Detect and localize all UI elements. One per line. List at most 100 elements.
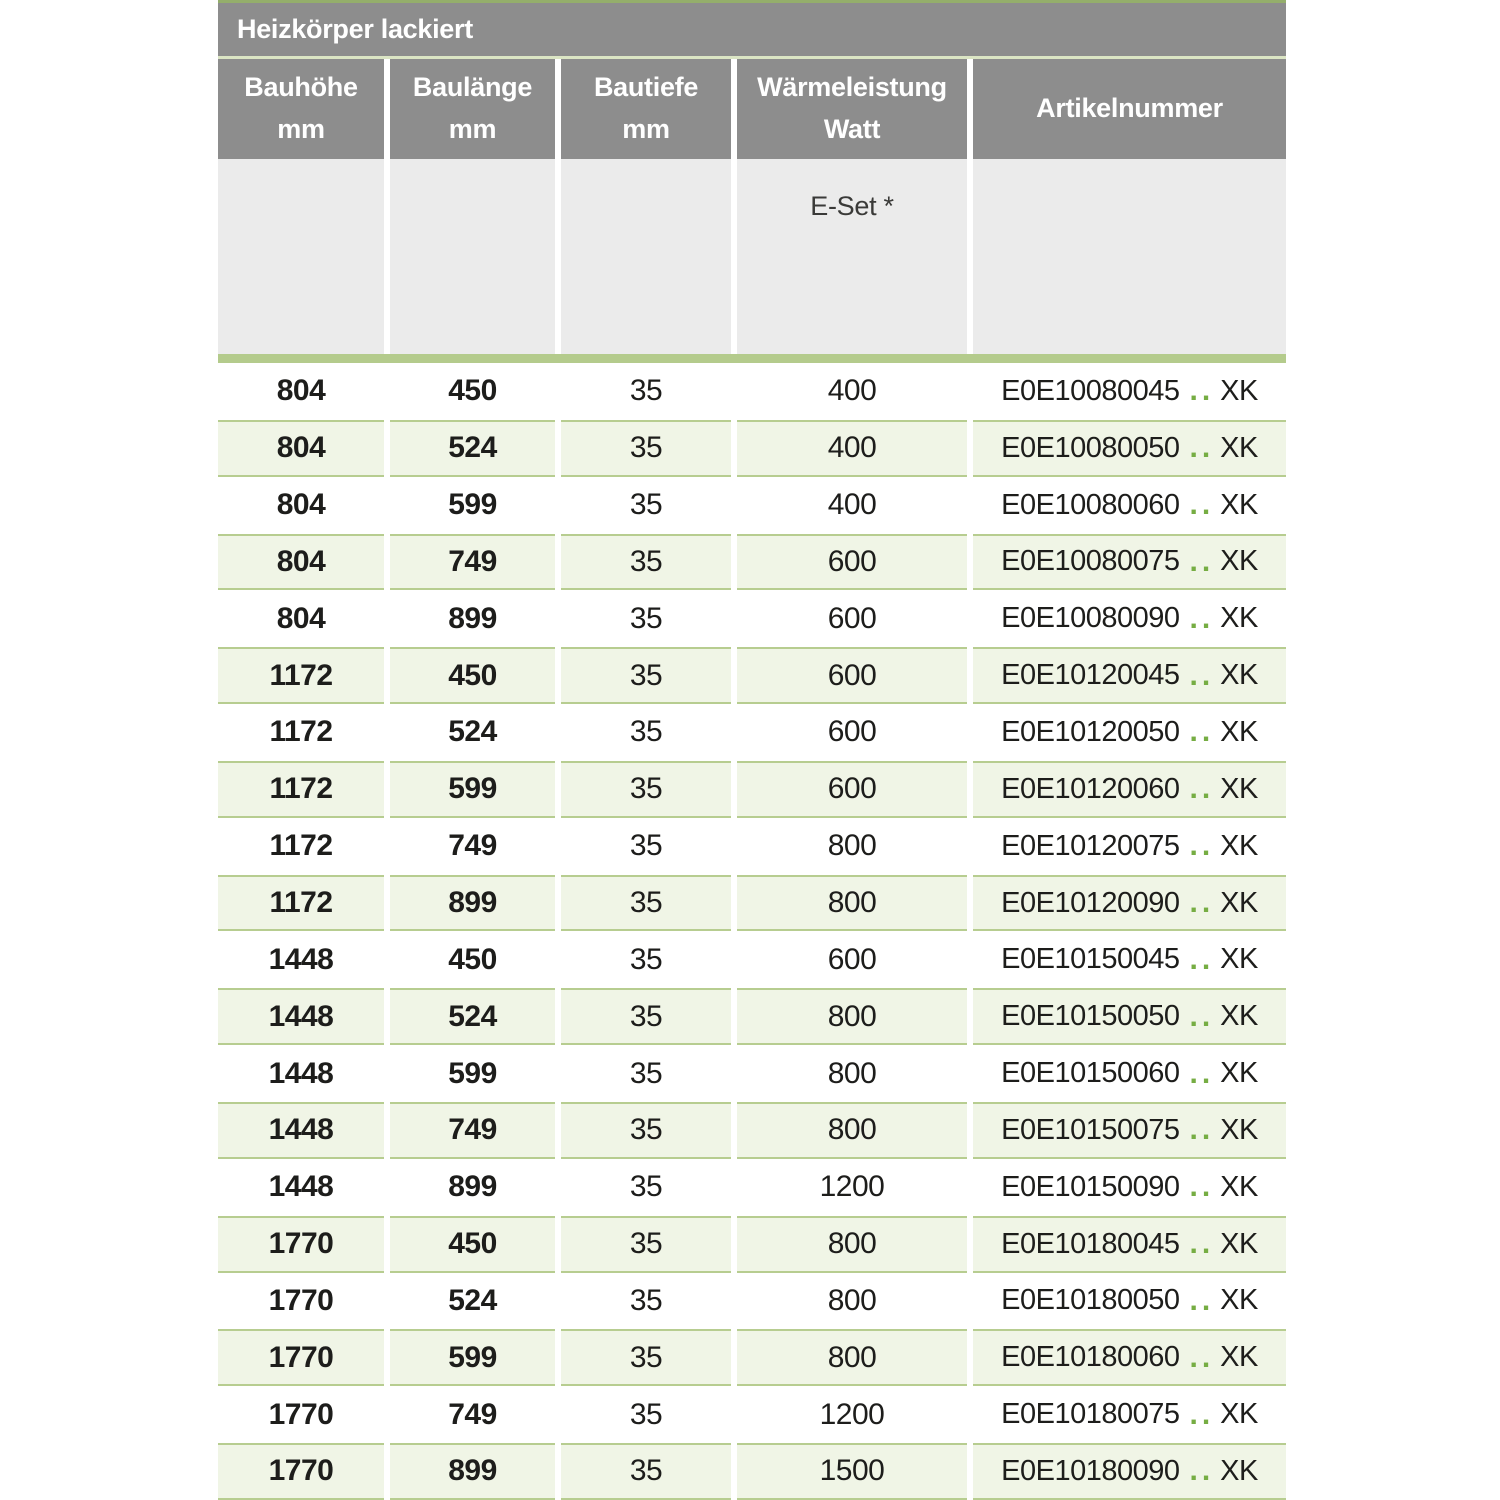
column-header-label: Wärmeleistung bbox=[757, 72, 947, 103]
table-row: 804 599 35 400 E0E10080060 .. XK bbox=[218, 477, 1286, 534]
subheader-cell-bauhoehe bbox=[218, 159, 384, 354]
cell-bautiefe: 35 bbox=[561, 533, 731, 591]
article-dots: .. bbox=[1189, 544, 1215, 578]
table-row: 1172 450 35 600 E0E10120045 .. XK bbox=[218, 647, 1286, 705]
cell-bauhoehe: 804 bbox=[218, 419, 384, 477]
table-row: 1770 450 35 800 E0E10180045 .. XK bbox=[218, 1215, 1286, 1273]
cell-bauhoehe: 1172 bbox=[218, 647, 384, 705]
article-dots: .. bbox=[1189, 601, 1215, 635]
article-code: E0E10150060 bbox=[1001, 1057, 1180, 1090]
article-dots: .. bbox=[1189, 1340, 1215, 1374]
cell-artikelnummer: E0E10080060 .. XK bbox=[973, 477, 1286, 534]
column-header-row: Bauhöhe mm Baulänge mm Bautiefe mm Wärme… bbox=[218, 59, 1286, 159]
cell-artikelnummer: E0E10080090 .. XK bbox=[973, 590, 1286, 647]
cell-baulaenge: 524 bbox=[448, 715, 497, 749]
article-dots: .. bbox=[1189, 1397, 1215, 1431]
cell-baulaenge: 450 bbox=[448, 942, 497, 976]
article-suffix: XK bbox=[1220, 1057, 1258, 1090]
article-suffix: XK bbox=[1220, 545, 1258, 578]
article-suffix: XK bbox=[1220, 431, 1258, 464]
cell-waermeleistung: 400 bbox=[827, 374, 877, 408]
subheader-cell-artikelnummer bbox=[973, 159, 1286, 354]
cell-baulaenge: 749 bbox=[390, 533, 555, 591]
title-separator-line bbox=[218, 56, 1286, 59]
article-code: E0E10080050 bbox=[1001, 431, 1180, 464]
table-row: 804 899 35 600 E0E10080090 .. XK bbox=[218, 590, 1286, 647]
column-header-bauhoehe: Bauhöhe mm bbox=[218, 59, 384, 159]
table-row: 1448 599 35 800 E0E10150060 .. XK bbox=[218, 1045, 1286, 1102]
column-header-bautiefe: Bautiefe mm bbox=[561, 59, 731, 159]
cell-baulaenge: 599 bbox=[448, 1056, 497, 1090]
cell-artikelnummer: E0E10180045 .. XK bbox=[973, 1215, 1286, 1273]
cell-waermeleistung: 600 bbox=[827, 601, 877, 635]
article-dots: .. bbox=[1189, 999, 1215, 1033]
cell-baulaenge: 749 bbox=[448, 829, 497, 863]
table-row: 804 524 35 400 E0E10080050 .. XK bbox=[218, 419, 1286, 477]
article-dots: .. bbox=[1189, 886, 1215, 920]
subheader-cell-baulaenge bbox=[390, 159, 555, 354]
article-suffix: XK bbox=[1220, 374, 1258, 407]
cell-artikelnummer: E0E10120050 .. XK bbox=[973, 704, 1286, 761]
cell-waermeleistung: 800 bbox=[737, 874, 967, 932]
cell-bautiefe: 35 bbox=[561, 988, 731, 1046]
cell-bauhoehe: 804 bbox=[276, 488, 326, 522]
cell-bauhoehe: 1770 bbox=[218, 1443, 384, 1500]
article-suffix: XK bbox=[1220, 659, 1258, 692]
article-suffix: XK bbox=[1220, 1454, 1258, 1487]
table-row: 1770 524 35 800 E0E10180050 .. XK bbox=[218, 1273, 1286, 1330]
cell-waermeleistung: 400 bbox=[827, 488, 877, 522]
column-header-waermeleistung: Wärmeleistung Watt bbox=[737, 59, 967, 159]
table-top-accent-line bbox=[218, 0, 1286, 3]
article-dots: .. bbox=[1189, 488, 1215, 522]
article-suffix: XK bbox=[1220, 602, 1258, 635]
table-row: 804 749 35 600 E0E10080075 .. XK bbox=[218, 533, 1286, 591]
table-body: 804 450 35 400 E0E10080045 .. XK 804 524… bbox=[218, 363, 1286, 1500]
cell-waermeleistung: 800 bbox=[737, 1101, 967, 1159]
cell-bauhoehe: 1172 bbox=[269, 715, 333, 749]
cell-bauhoehe: 804 bbox=[218, 533, 384, 591]
subheader-row: E-Set * bbox=[218, 159, 1286, 354]
cell-baulaenge: 899 bbox=[448, 1170, 497, 1204]
cell-bautiefe: 35 bbox=[629, 488, 663, 522]
cell-bautiefe: 35 bbox=[561, 874, 731, 932]
article-suffix: XK bbox=[1220, 715, 1258, 748]
cell-artikelnummer: E0E10150045 .. XK bbox=[973, 931, 1286, 988]
article-dots: .. bbox=[1189, 1170, 1215, 1204]
eset-label: E-Set * bbox=[810, 191, 894, 221]
cell-bauhoehe: 1448 bbox=[218, 1101, 384, 1159]
table-row: 1172 524 35 600 E0E10120050 .. XK bbox=[218, 704, 1286, 761]
cell-bauhoehe: 1448 bbox=[268, 1170, 334, 1204]
column-header-label: Baulänge bbox=[412, 72, 533, 103]
table-row: 804 450 35 400 E0E10080045 .. XK bbox=[218, 363, 1286, 420]
cell-waermeleistung: 1200 bbox=[819, 1170, 885, 1204]
table-row: 1770 599 35 800 E0E10180060 .. XK bbox=[218, 1329, 1286, 1387]
table-row: 1448 749 35 800 E0E10150075 .. XK bbox=[218, 1101, 1286, 1159]
article-dots: .. bbox=[1189, 829, 1215, 863]
column-header-label: Bautiefe bbox=[593, 72, 699, 103]
green-divider-bar bbox=[218, 354, 1286, 363]
cell-bautiefe: 35 bbox=[561, 1443, 731, 1500]
article-code: E0E10150075 bbox=[1001, 1113, 1180, 1146]
cell-waermeleistung: 1200 bbox=[819, 1397, 885, 1431]
article-dots: .. bbox=[1189, 1283, 1215, 1317]
cell-artikelnummer: E0E10180090 .. XK bbox=[973, 1443, 1286, 1500]
cell-waermeleistung: 800 bbox=[737, 1215, 967, 1273]
cell-bautiefe: 35 bbox=[629, 601, 663, 635]
cell-bauhoehe: 1448 bbox=[268, 1056, 334, 1090]
article-code: E0E10120090 bbox=[1001, 886, 1180, 919]
cell-artikelnummer: E0E10120090 .. XK bbox=[973, 874, 1286, 932]
article-dots: .. bbox=[1189, 715, 1215, 749]
cell-artikelnummer: E0E10150050 .. XK bbox=[973, 988, 1286, 1046]
table-row: 1172 749 35 800 E0E10120075 .. XK bbox=[218, 818, 1286, 875]
article-dots: .. bbox=[1189, 374, 1215, 408]
column-header-artikelnummer: Artikelnummer bbox=[973, 59, 1286, 159]
cell-baulaenge: 524 bbox=[390, 988, 555, 1046]
article-code: E0E10080090 bbox=[1001, 602, 1180, 635]
article-suffix: XK bbox=[1220, 772, 1258, 805]
table-row: 1448 899 35 1200 E0E10150090 .. XK bbox=[218, 1159, 1286, 1216]
cell-artikelnummer: E0E10080075 .. XK bbox=[973, 533, 1286, 591]
article-dots: .. bbox=[1189, 1113, 1215, 1147]
article-code: E0E10150050 bbox=[1001, 1000, 1180, 1033]
article-suffix: XK bbox=[1220, 1398, 1258, 1431]
cell-bautiefe: 35 bbox=[629, 1397, 663, 1431]
